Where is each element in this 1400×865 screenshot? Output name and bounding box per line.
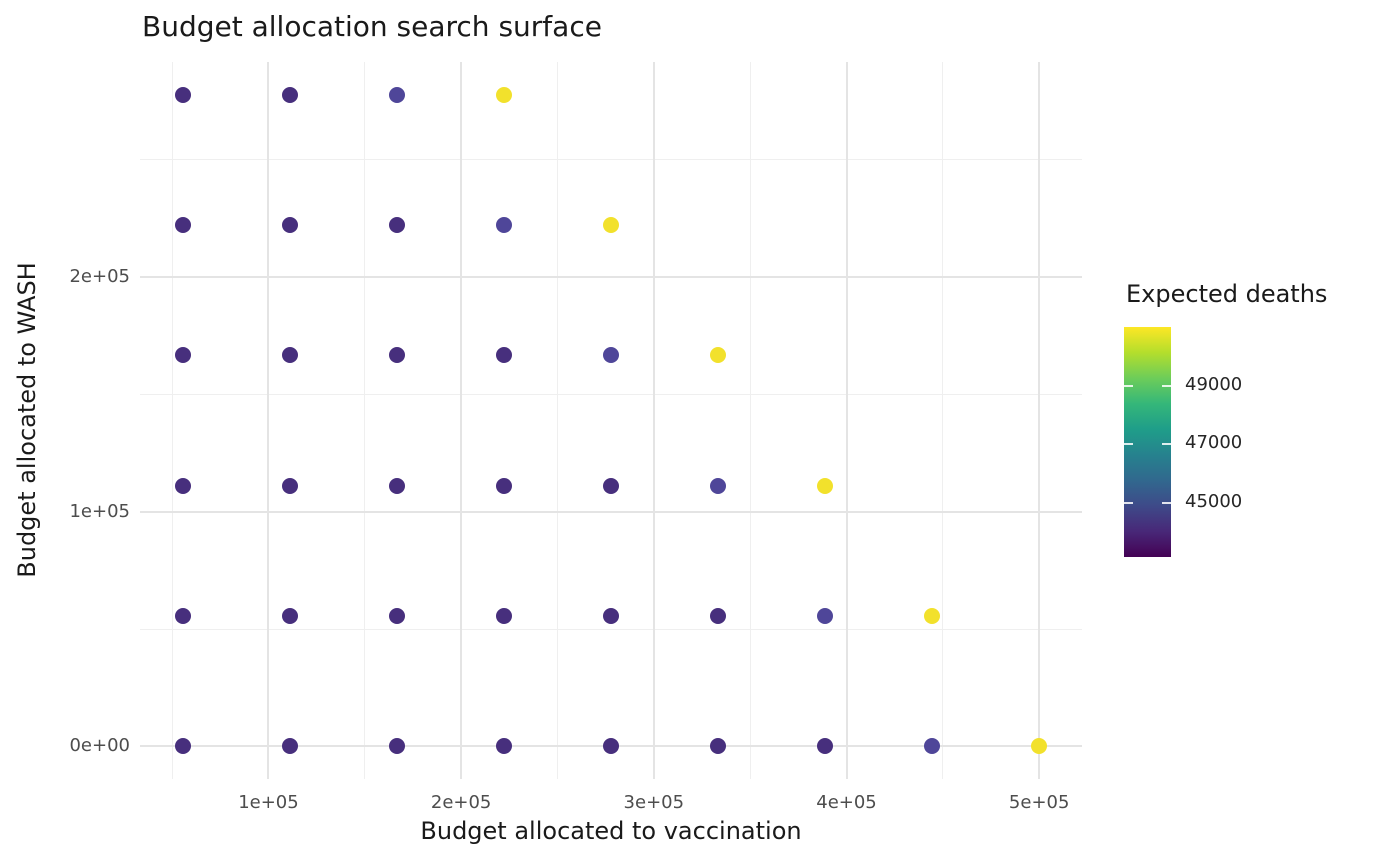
data-point bbox=[710, 477, 727, 494]
x-tick-label: 5e+05 bbox=[1008, 792, 1070, 813]
data-point bbox=[817, 738, 834, 755]
data-point bbox=[388, 738, 405, 755]
data-point bbox=[174, 738, 191, 755]
legend-tick-mark bbox=[1162, 443, 1171, 446]
data-point bbox=[603, 216, 619, 233]
chart-title: Budget allocation search surface bbox=[142, 10, 602, 43]
data-point bbox=[817, 477, 834, 494]
gridline-vertical-major bbox=[652, 62, 655, 779]
data-point bbox=[495, 216, 512, 233]
data-point bbox=[817, 608, 834, 625]
y-tick-label: 0e+00 bbox=[69, 735, 130, 757]
data-point bbox=[495, 477, 512, 494]
data-point bbox=[1031, 738, 1048, 755]
legend-colorbar bbox=[1124, 327, 1171, 557]
data-point bbox=[281, 477, 298, 494]
legend-tick-mark bbox=[1162, 501, 1171, 504]
data-point bbox=[174, 86, 191, 103]
data-point bbox=[924, 608, 941, 625]
y-tick-label: 1e+05 bbox=[69, 500, 130, 522]
gridline-vertical-major bbox=[845, 62, 848, 779]
plot-panel bbox=[140, 62, 1082, 779]
data-point bbox=[388, 477, 405, 494]
data-point bbox=[388, 216, 405, 233]
gridline-vertical-major bbox=[460, 62, 463, 779]
x-tick-label: 4e+05 bbox=[816, 792, 877, 813]
gridline-vertical-major bbox=[267, 62, 270, 779]
data-point bbox=[710, 347, 727, 364]
data-point bbox=[281, 608, 298, 625]
x-tick-label: 2e+05 bbox=[430, 792, 492, 813]
data-point bbox=[603, 608, 619, 625]
gridline-horizontal-minor bbox=[140, 628, 1082, 630]
gridline-vertical-minor bbox=[556, 62, 558, 779]
legend-tick-mark bbox=[1124, 384, 1133, 387]
legend-title: Expected deaths bbox=[1126, 280, 1328, 308]
data-point bbox=[603, 738, 619, 755]
data-point bbox=[710, 738, 727, 755]
legend-tick-label: 47000 bbox=[1185, 432, 1243, 454]
x-tick-label: 3e+05 bbox=[623, 792, 685, 813]
data-point bbox=[603, 477, 619, 494]
y-axis-title: Budget allocated to WASH bbox=[13, 262, 41, 578]
data-point bbox=[174, 347, 191, 364]
gridline-horizontal-major bbox=[140, 276, 1082, 279]
data-point bbox=[495, 86, 512, 103]
data-point bbox=[388, 347, 405, 364]
gridline-vertical-major bbox=[1038, 62, 1041, 779]
gridline-vertical-minor bbox=[942, 62, 944, 779]
data-point bbox=[281, 86, 298, 103]
gridline-horizontal-minor bbox=[140, 159, 1082, 161]
gridline-horizontal-minor bbox=[140, 393, 1082, 395]
data-point bbox=[281, 347, 298, 364]
legend-tick-label: 45000 bbox=[1185, 490, 1243, 512]
data-point bbox=[174, 608, 191, 625]
data-point bbox=[281, 216, 298, 233]
data-point bbox=[174, 216, 191, 233]
data-point bbox=[388, 608, 405, 625]
data-point bbox=[281, 738, 298, 755]
gridline-vertical-minor bbox=[171, 62, 173, 779]
data-point bbox=[603, 347, 619, 364]
gridline-vertical-minor bbox=[749, 62, 751, 779]
y-tick-label: 2e+05 bbox=[69, 266, 130, 288]
data-point bbox=[174, 477, 191, 494]
gridline-horizontal-major bbox=[140, 510, 1082, 513]
legend-tick-label: 49000 bbox=[1185, 373, 1243, 395]
data-point bbox=[710, 608, 727, 625]
data-point bbox=[495, 347, 512, 364]
data-point bbox=[495, 608, 512, 625]
gridline-vertical-minor bbox=[364, 62, 366, 779]
legend-tick-mark bbox=[1162, 384, 1171, 387]
x-axis-title: Budget allocated to vaccination bbox=[420, 817, 802, 845]
data-point bbox=[388, 86, 405, 103]
legend-tick-mark bbox=[1124, 501, 1133, 504]
legend-tick-mark bbox=[1124, 443, 1133, 446]
data-point bbox=[495, 738, 512, 755]
data-point bbox=[924, 738, 941, 755]
x-tick-label: 1e+05 bbox=[238, 792, 299, 813]
